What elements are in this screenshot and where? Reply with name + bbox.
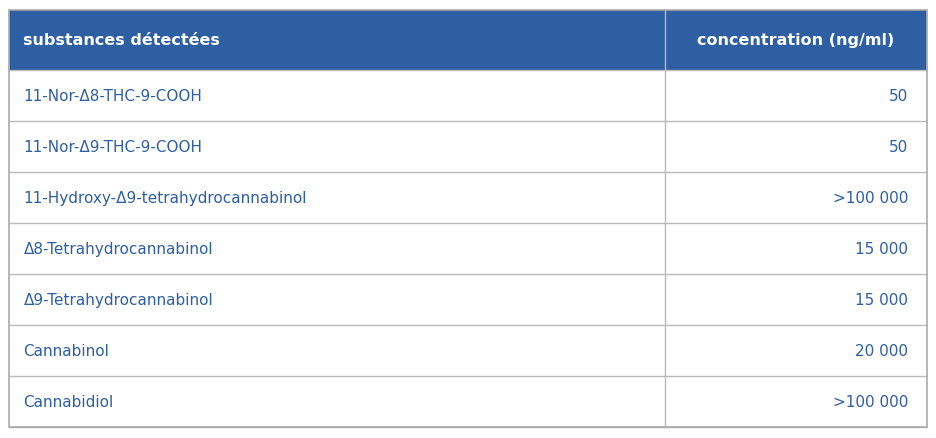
Bar xyxy=(9,172,927,223)
Text: Cannabidiol: Cannabidiol xyxy=(23,394,113,409)
Text: concentration (ng/ml): concentration (ng/ml) xyxy=(697,33,895,48)
Bar xyxy=(9,376,927,427)
Text: >100 000: >100 000 xyxy=(832,394,908,409)
Text: 15 000: 15 000 xyxy=(855,292,908,307)
Bar xyxy=(9,325,927,376)
Bar xyxy=(9,223,927,274)
Text: 50: 50 xyxy=(888,139,908,154)
Text: 11-Nor-Δ8-THC-9-COOH: 11-Nor-Δ8-THC-9-COOH xyxy=(23,88,202,103)
Text: 15 000: 15 000 xyxy=(855,241,908,256)
Bar xyxy=(9,71,927,121)
Text: Cannabinol: Cannabinol xyxy=(23,343,110,358)
Bar xyxy=(9,121,927,172)
Text: 50: 50 xyxy=(888,88,908,103)
Text: Δ9-Tetrahydrocannabinol: Δ9-Tetrahydrocannabinol xyxy=(23,292,213,307)
Text: 11-Nor-Δ9-THC-9-COOH: 11-Nor-Δ9-THC-9-COOH xyxy=(23,139,202,154)
Bar xyxy=(9,11,927,71)
Bar xyxy=(9,274,927,325)
Text: >100 000: >100 000 xyxy=(832,191,908,205)
Text: 11-Hydroxy-Δ9-tetrahydrocannabinol: 11-Hydroxy-Δ9-tetrahydrocannabinol xyxy=(23,191,307,205)
Text: 20 000: 20 000 xyxy=(855,343,908,358)
Text: Δ8-Tetrahydrocannabinol: Δ8-Tetrahydrocannabinol xyxy=(23,241,213,256)
Text: substances détectées: substances détectées xyxy=(23,33,220,48)
